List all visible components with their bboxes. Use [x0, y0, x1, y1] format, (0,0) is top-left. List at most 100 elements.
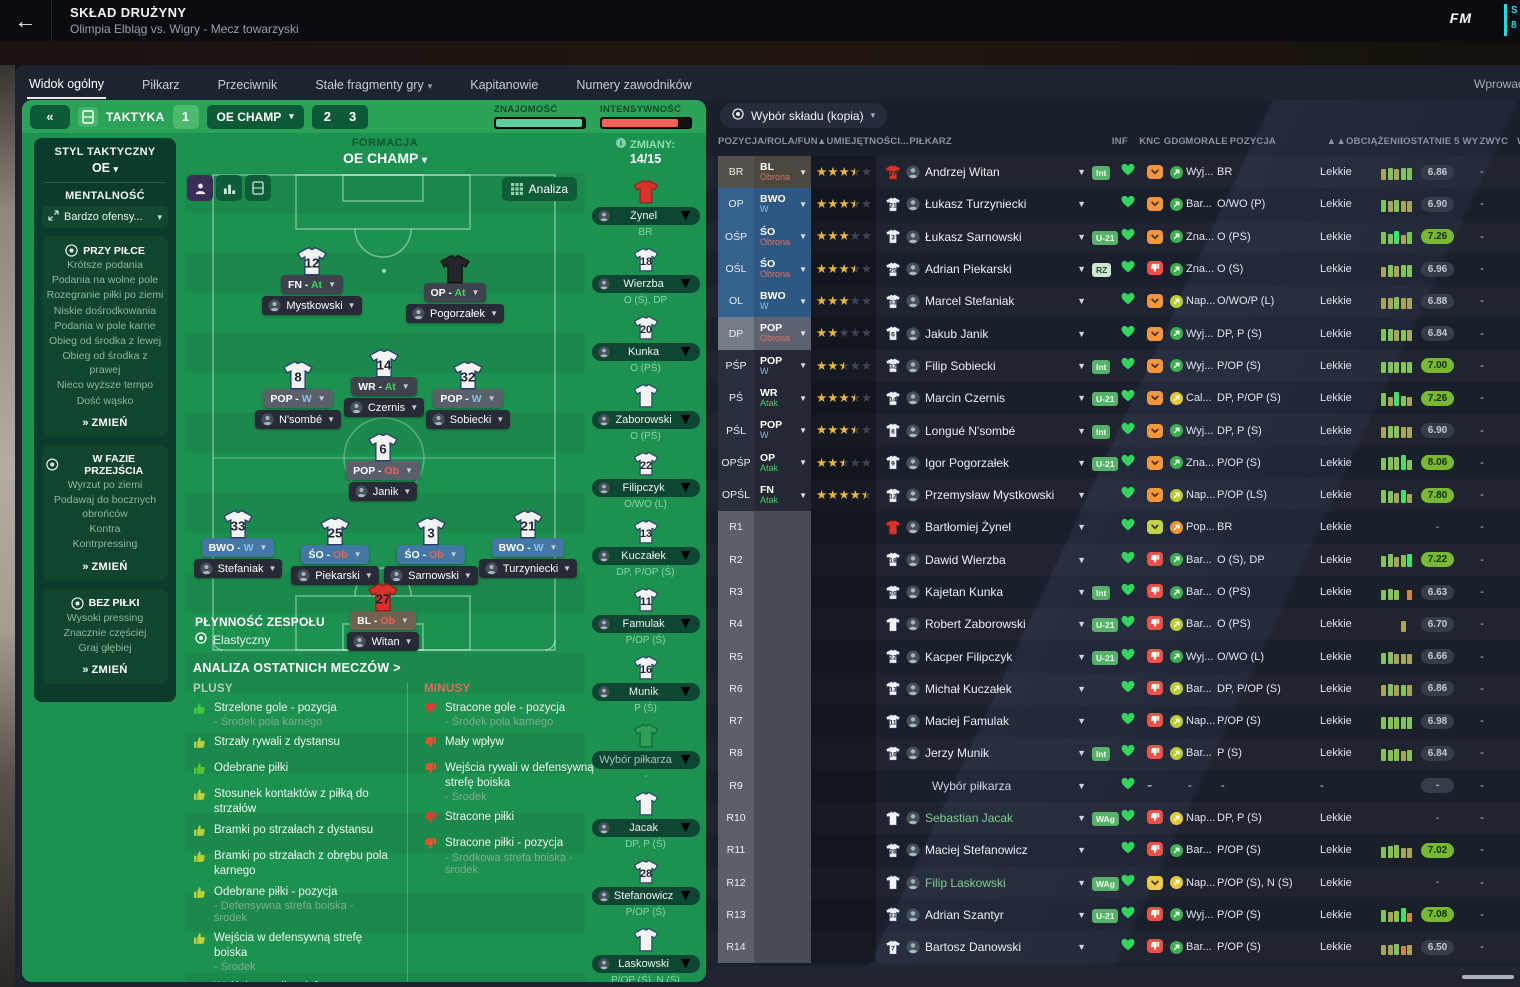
style-dropdown[interactable]: OE ▾ — [40, 161, 170, 175]
table-row-sebastian-jacak[interactable]: R10 Sebastian Jacak ▼ WAg Nap... DP, P (Ś) Lek… — [706, 801, 1520, 835]
player-cell[interactable]: 8 Longué N'sombé ▼ — [876, 423, 1092, 438]
back-button[interactable]: ← — [0, 0, 52, 41]
column-header-umiej-tno-ci[interactable]: ▲UMIEJĘTNOŚCI... — [816, 136, 909, 147]
stats-view-button[interactable] — [216, 175, 242, 201]
mentality-dropdown[interactable]: Bardzo ofensy... ▾ — [42, 206, 168, 228]
role-pill[interactable]: BWO - W ▼ — [491, 538, 565, 557]
role-dropdown-cell[interactable] — [754, 575, 811, 609]
column-header-morale[interactable]: MORALE — [1185, 136, 1228, 147]
role-dropdown-cell[interactable] — [754, 672, 811, 706]
role-pill[interactable]: BWO - W ▼ — [201, 538, 275, 557]
role-pill[interactable]: FN - At ▼ — [281, 275, 343, 294]
player-name-pill[interactable]: Janik ▼ — [348, 482, 418, 501]
role-dropdown-cell[interactable] — [754, 705, 811, 738]
tab-kapitanowie[interactable]: Kapitanowie — [470, 78, 539, 92]
player-cell[interactable]: 9 Igor Pogorzałek ▼ — [876, 455, 1092, 470]
role-pill[interactable]: OP - At ▼ — [423, 283, 487, 302]
player-cell[interactable]: 33 Marcel Stefaniak ▼ — [876, 293, 1092, 309]
sub-name-pill[interactable]: Kunka ▼ — [591, 343, 700, 361]
player-cell[interactable]: Wybór piłkarza ▼ — [932, 778, 1086, 793]
player-cell[interactable]: 31 Adrian Szantyr ▼ — [876, 907, 1092, 922]
tab-numery-zawodnik-w[interactable]: Numery zawodników — [576, 78, 692, 92]
role-dropdown-cell[interactable] — [754, 834, 811, 867]
role-dropdown-cell[interactable]: BL Obrona ▼ — [754, 156, 811, 189]
table-row-dawid-wierzba[interactable]: R2 18 Dawid Wierzba ▼ Bar... O (Ś), DP Lekkie 7… — [706, 543, 1520, 576]
role-dropdown-cell[interactable] — [754, 931, 811, 964]
table-row-bartosz-danowski[interactable]: R14 7 Bartosz Danowski ▼ Bar... P/OP (Ś) Lekki… — [706, 931, 1520, 964]
table-row-jerzy-munik[interactable]: R8 16 Jerzy Munik ▼ Int Bar... P (Ś) Lekkie 6.84… — [706, 737, 1520, 770]
role-dropdown-cell[interactable]: POP W ▼ — [754, 414, 811, 447]
change-button[interactable]: » ZMIEŃ — [82, 664, 128, 677]
sub-name-pill[interactable]: Jacak ▼ — [591, 819, 700, 837]
tactic-slot-2[interactable]: 2 — [323, 109, 331, 124]
column-header-pozycja-rola-fun[interactable]: POZYCJA/ROLA/FUN... — [718, 136, 817, 147]
player-name-pill[interactable]: Pogorzałek ▼ — [406, 304, 504, 323]
player-cell[interactable]: Robert Zaborowski ▼ — [876, 616, 1092, 632]
tab-sta-e-fragmenty-gry[interactable]: Stałe fragmenty gry ▾ — [315, 78, 433, 92]
player-name-pill[interactable]: Sobiecki ▼ — [425, 410, 511, 429]
player-cell[interactable]: 28 Maciej Stefanowicz ▼ — [876, 842, 1092, 858]
table-row-kacper-filipczyk[interactable]: R5 22 Kacper Filipczyk ▼ U-21 Wyj... O/WO (L) L… — [706, 640, 1520, 673]
player-cell[interactable]: 18 Dawid Wierzba ▼ — [876, 552, 1092, 567]
column-header-gdg[interactable]: GDG — [1163, 136, 1186, 147]
column-header-pozycja[interactable]: POZYCJA — [1229, 136, 1276, 147]
table-row-wyb-r-pi-karza[interactable]: R9 Wybór piłkarza ▼ - - - - - - — [706, 769, 1520, 802]
player-cell[interactable]: 14 Marcin Czernis ▼ — [876, 390, 1092, 406]
role-dropdown-cell[interactable] — [754, 737, 811, 770]
player-cell[interactable]: 3 Łukasz Sarnowski ▼ — [876, 229, 1092, 244]
table-row-robert-zaborowski[interactable]: R4 Robert Zaborowski ▼ U-21 Bar... O (PŚ) Lekk… — [706, 608, 1520, 641]
role-dropdown-cell[interactable] — [754, 511, 811, 544]
role-pill[interactable]: WR - At ▼ — [351, 377, 417, 396]
role-dropdown-cell[interactable] — [754, 640, 811, 673]
horizontal-scrollbar[interactable] — [1462, 975, 1514, 979]
tab-pi-karz[interactable]: Piłkarz — [142, 78, 180, 92]
player-cell[interactable]: 7 Bartosz Danowski ▼ — [876, 939, 1092, 955]
role-dropdown-cell[interactable]: POP W ▼ — [754, 349, 811, 383]
analysis-button[interactable]: Analiza — [501, 177, 577, 201]
player-cell[interactable]: 11 Maciej Famulak ▼ — [876, 713, 1092, 729]
player-name-pill[interactable]: Stefaniak ▼ — [193, 559, 283, 578]
table-row-adrian-szantyr[interactable]: R13 31 Adrian Szantyr ▼ U-21 Wyj... P/OP (Ś) Le… — [706, 898, 1520, 932]
role-pill[interactable]: POP - Ob ▼ — [346, 461, 420, 480]
formation-dropdown[interactable]: OE CHAMP ▾ — [185, 150, 585, 166]
column-header-zwyc[interactable]: ZWYC — [1479, 136, 1509, 147]
role-dropdown-cell[interactable] — [754, 866, 811, 899]
role-pill[interactable]: POP - W ▼ — [263, 389, 333, 408]
table-row-kajetan-kunka[interactable]: R3 20 Kajetan Kunka ▼ Int Bar... O (PŚ) Lekkie 6… — [706, 575, 1520, 609]
tab-widok-og-lny[interactable]: Widok ogólny — [27, 71, 107, 99]
table-row-micha-kucza-ek[interactable]: R6 13 Michał Kuczałek ▼ Bar... DP, P/OP (Ś) Le… — [706, 672, 1520, 706]
player-name-pill[interactable]: Piekarski ▼ — [291, 566, 379, 585]
column-header-ostatnie-5-wys[interactable]: OSTATNIE 5 WYS... — [1403, 136, 1479, 147]
role-dropdown-cell[interactable]: BWO W ▼ — [754, 188, 811, 221]
player-cell[interactable]: 32 Filip Sobiecki ▼ — [876, 358, 1092, 373]
tactic-preset-dropdown[interactable]: OE CHAMP ▾ — [206, 104, 304, 129]
role-dropdown-cell[interactable] — [754, 801, 811, 835]
change-button[interactable]: » ZMIEŃ — [82, 416, 128, 429]
vertical-pitch-button[interactable] — [245, 175, 271, 201]
role-pill[interactable]: ŚO - Ob ▼ — [397, 545, 465, 564]
column-header-pi-karz[interactable]: PIŁKARZ — [909, 136, 952, 147]
role-dropdown-cell[interactable] — [754, 543, 811, 576]
player-cell[interactable]: 20 Kajetan Kunka ▼ — [876, 584, 1092, 600]
sub-name-pill[interactable]: Munik ▼ — [591, 683, 700, 701]
sub-name-pill[interactable]: Famulak ▼ — [591, 615, 700, 633]
role-dropdown-cell[interactable] — [754, 608, 811, 641]
sub-name-pill[interactable]: Kuczałek ▼ — [591, 547, 700, 565]
tactic-slot-1[interactable]: 1 — [172, 104, 199, 129]
player-name-pill[interactable]: Czernis ▼ — [343, 398, 425, 417]
collapse-sidebar-button[interactable]: « — [30, 104, 70, 129]
role-dropdown-cell[interactable] — [754, 769, 811, 802]
role-pill[interactable]: ŚO - Ob ▼ — [301, 545, 369, 564]
role-pill[interactable]: BL - Ob ▼ — [350, 611, 416, 630]
role-dropdown-cell[interactable]: BWO W ▼ — [754, 285, 811, 318]
sub-name-pill[interactable]: Żynel ▼ — [591, 207, 700, 225]
